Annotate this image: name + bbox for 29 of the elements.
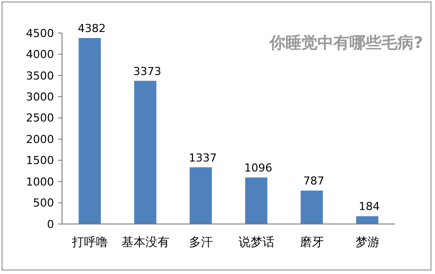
chart-title: 你睡觉中有哪些毛病? (268, 33, 423, 52)
y-tick-label: 2500 (26, 112, 54, 125)
y-tick-label: 0 (47, 218, 54, 231)
bar (300, 190, 323, 224)
x-tick-label: 多汗 (188, 235, 213, 249)
y-tick-label: 3000 (26, 90, 54, 104)
y-tick-label: 500 (33, 196, 54, 210)
x-tick-label: 梦游 (355, 235, 380, 249)
y-tick-label: 1500 (26, 154, 54, 168)
bar (78, 38, 101, 224)
bar (190, 167, 212, 224)
y-tick-label: 2000 (26, 132, 54, 146)
data-label: 1337 (188, 151, 217, 164)
bar (134, 80, 156, 224)
x-tick-label: 打呼噜 (70, 235, 108, 249)
data-label: 3373 (133, 64, 162, 78)
bar (245, 177, 268, 224)
y-tick-label: 4500 (26, 26, 54, 40)
bar (356, 216, 378, 224)
data-label: 184 (358, 200, 380, 214)
y-tick-label: 1000 (26, 175, 54, 188)
data-label: 4382 (78, 22, 106, 36)
x-tick-label: 磨牙 (300, 235, 324, 249)
y-tick-label: 3500 (26, 69, 54, 82)
y-tick-label: 4000 (26, 48, 54, 62)
x-tick-label: 基本没有 (121, 235, 170, 249)
data-label: 787 (303, 174, 324, 188)
x-tick-label: 说梦话 (238, 235, 274, 249)
data-label: 1096 (244, 161, 272, 174)
